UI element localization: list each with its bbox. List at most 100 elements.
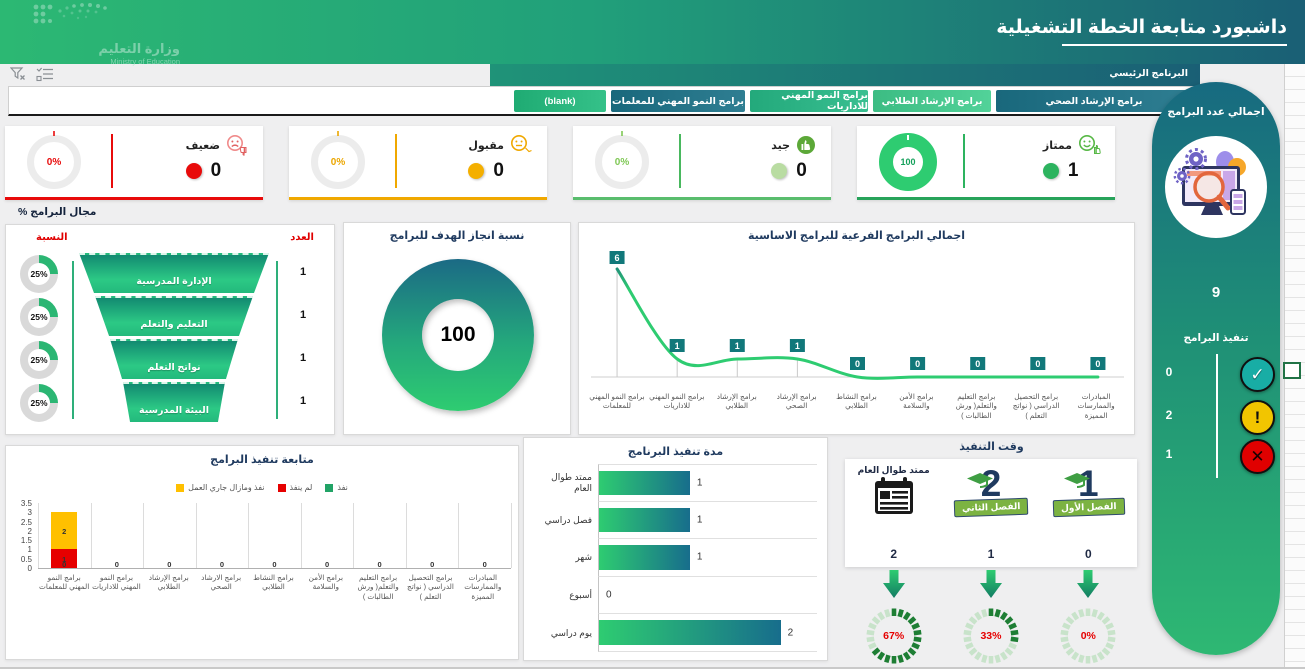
category-label: برامج الارشاد الصحي <box>201 573 242 592</box>
funnel-panel: النسبة العدد 25% الإدارة المدرسية 1 25% التع… <box>5 224 335 435</box>
duration-value: 1 <box>696 551 703 563</box>
duration-row: ممتد طوال العام 1 <box>534 464 817 502</box>
execution-time-section: وقت التنفيذ ممتد طوال العام 2 2 الفصل الثان… <box>838 437 1145 667</box>
funnel-stage: الإدارة المدرسية <box>79 253 269 293</box>
duration-bar <box>599 507 690 533</box>
funnel-panel-title: مجال البرامج % <box>18 206 97 218</box>
ministry-logo: وزارة التعليم Ministry of Education <box>10 2 180 66</box>
execution-count: 2 <box>890 547 897 561</box>
status-count: 0 <box>1165 365 1173 379</box>
funnel-stage: البيئة المدرسية <box>123 382 225 422</box>
bar-chart-category-labels: برامج النمو المهني للمعلمات برامج النمو ا… <box>38 573 509 601</box>
card-accent-bar <box>5 197 263 200</box>
slicer-chip[interactable]: برامج النمو المهني للاداريات <box>750 90 868 112</box>
analysis-illustration <box>1165 136 1267 238</box>
slicer-chip[interactable]: برامج النمو المهني للمعلمات <box>611 90 745 112</box>
category-label: برامج الإرشاد الطلابي <box>148 573 189 592</box>
bar-value-label: 2 <box>62 526 67 536</box>
stage-count: 1 <box>299 352 307 364</box>
total-programs-value: 9 <box>1211 284 1221 301</box>
y-axis-tick: 1 <box>27 545 32 555</box>
bar-value-label: 1 <box>62 554 67 564</box>
y-axis-tick: 1.5 <box>20 536 32 546</box>
y-axis-tick: 2.5 <box>20 517 32 527</box>
line-chart: 6 1 1 1 0 0 0 0 0 <box>587 251 1128 389</box>
followup-bar-panel: متابعة تنفيذ البرامج نفذ لم ينفذ نفذ ومازا… <box>5 445 519 660</box>
clear-filter-icon[interactable] <box>10 66 26 82</box>
card-accent-bar <box>289 197 547 200</box>
kpi-card-weak: 0% ضعيف 0 <box>5 126 263 200</box>
graduation-cap-icon <box>1064 458 1091 496</box>
slicer-chip[interactable]: برامج الإرشاد الطلابي <box>873 90 991 112</box>
status-row-done: 0 ✓ <box>1152 357 1280 393</box>
percent-donut: 25% <box>20 298 58 336</box>
legend-item: نفذ ومازال جاري العمل <box>176 483 265 492</box>
gridline <box>90 503 92 568</box>
kpi-card-acceptable: 0% مقبول 0 <box>289 126 547 200</box>
kpi-ring-weak: 0% <box>27 131 81 189</box>
bar-value-label: 0 <box>114 560 119 569</box>
status-row-inprogress: 2 ! <box>1152 400 1280 436</box>
y-axis-tick: 0.5 <box>20 554 32 564</box>
slicer-chips: برامج الإرشاد الصحي برامج الإرشاد الطلابي… <box>13 90 1192 112</box>
stacked-bar-chart: 0 0.5 1 1.5 2 2.5 3 3.5 1 2 0 0 0 0 0 0 0 0 0 <box>6 446 518 659</box>
duration-row: شهر 1 <box>534 539 817 577</box>
svg-text:6: 6 <box>615 253 620 263</box>
bar-value-label: 0 <box>167 560 172 569</box>
category-label: برامج الأمن والسلامة <box>899 392 934 411</box>
panel-title: مدة تنفيذ البرنامج <box>627 446 724 458</box>
divider <box>72 261 74 419</box>
bar-value-label: 0 <box>482 560 487 569</box>
graduation-cap-icon <box>966 458 993 496</box>
kpi-count: 1 <box>1067 160 1079 181</box>
execution-time-gauges: 67% 33% 0% <box>845 570 1137 665</box>
kpi-label: مقبول <box>468 139 504 152</box>
graduation-cap-icon <box>966 473 993 488</box>
down-arrow-icon <box>1077 570 1100 603</box>
multi-select-icon[interactable] <box>36 66 54 82</box>
divider <box>111 134 113 188</box>
duration-label: ممتد طوال العام <box>551 471 592 493</box>
svg-text:0: 0 <box>1035 359 1040 369</box>
status-count: 2 <box>1165 408 1173 422</box>
execution-count: 0 <box>1084 547 1092 561</box>
summary-sidebar: اجمالي عدد البرامج 9 تنفيذ البرام <box>1152 82 1280 655</box>
sidebar-title: اجمالي عدد البرامج <box>1167 106 1265 118</box>
slicer-chip[interactable]: (blank) <box>514 90 606 112</box>
funnel-stage: التعليم والتعلم <box>95 296 253 336</box>
duration-row: أسبوع 0 <box>534 576 817 615</box>
duration-bar <box>599 471 690 495</box>
calendar-icon <box>873 476 915 521</box>
category-label: برامج الإرشاد الطلابي <box>716 392 757 411</box>
kpi-ring-acceptable: 0% <box>311 131 365 189</box>
duration-label: أسبوع <box>569 590 592 601</box>
category-label: برامج النمو المهني للاداريات <box>649 392 705 411</box>
divider <box>395 134 397 188</box>
card-accent-bar <box>857 197 1115 200</box>
y-axis-tick: 3 <box>27 508 32 518</box>
bar-value-label: 0 <box>62 560 67 569</box>
kpi-label: ممتاز <box>1042 139 1072 152</box>
happy-face-thumbs-up-icon <box>1079 135 1101 154</box>
gridline <box>195 503 197 568</box>
divider <box>276 261 278 419</box>
divider <box>1216 354 1218 478</box>
status-count: 1 <box>1165 447 1173 461</box>
percent-gauge: 33% <box>962 607 1020 665</box>
page-title: داشبورد متابعة الخطة التشغيلية <box>996 17 1287 38</box>
bar-segment <box>51 512 78 550</box>
duration-row: فصل دراسي 1 <box>534 501 817 540</box>
duration-value: 0 <box>606 589 612 601</box>
goal-donut-chart: 100 <box>382 259 534 411</box>
down-arrow-icon <box>979 570 1002 603</box>
kpi-card-good: 0% جيد 0 <box>573 126 831 200</box>
gridline <box>248 503 250 568</box>
logo-english-text: Ministry of Education <box>110 57 180 66</box>
divider <box>679 134 681 188</box>
calendar-icon <box>874 477 913 514</box>
slicer-chip[interactable]: برامج الإرشاد الصحي <box>996 90 1192 112</box>
category-label: برامج النمو المهني للاداريات <box>92 573 141 592</box>
slicer-box: برامج الإرشاد الصحي برامج الإرشاد الطلابي… <box>8 86 1197 116</box>
svg-text:0: 0 <box>915 359 920 369</box>
